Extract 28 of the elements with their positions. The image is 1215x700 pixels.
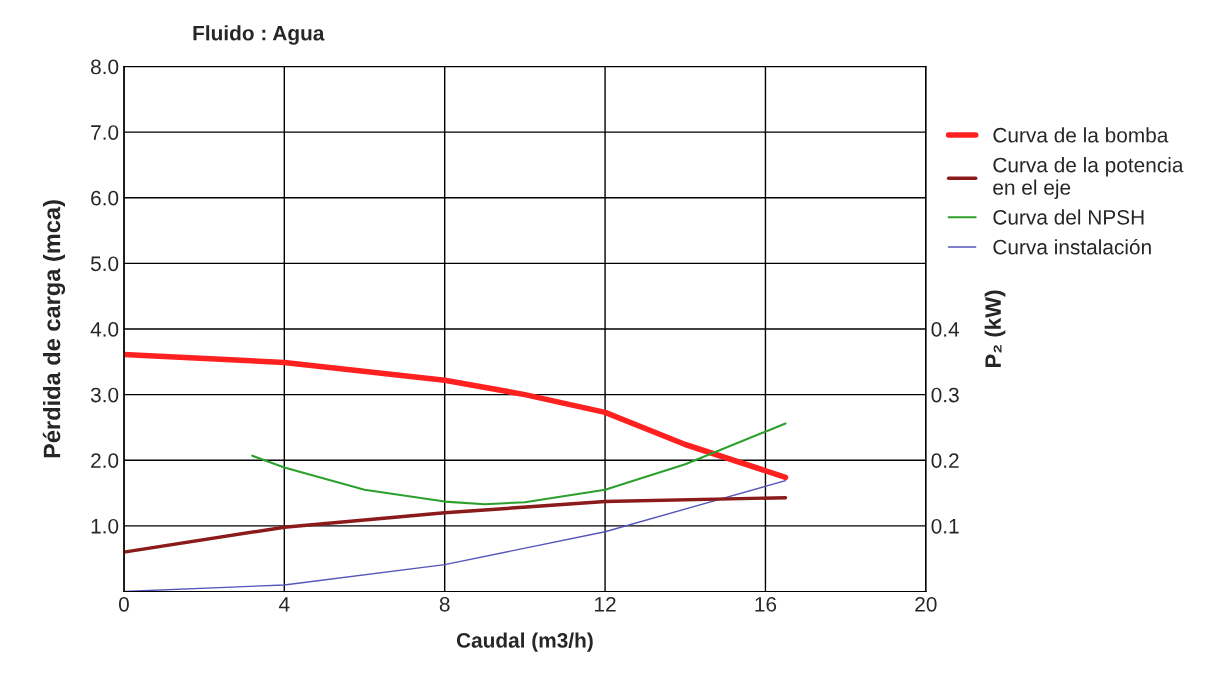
legend-label: Curva del NPSH xyxy=(993,209,1144,225)
line-series xyxy=(123,495,788,554)
y-tick-label: 8.0 xyxy=(91,59,119,75)
line-series xyxy=(251,422,787,506)
legend-label: Curva de la bomba xyxy=(993,127,1169,143)
y-tick-label: 1.0 xyxy=(91,518,119,534)
y2-tick-label: 0.4 xyxy=(931,322,960,337)
legend-label: Curva instalación xyxy=(993,238,1151,255)
y-tick-label: 6.0 xyxy=(91,190,119,206)
x-tick-label: 16 xyxy=(755,596,777,612)
y2-tick-label: 0.3 xyxy=(931,387,959,403)
chart-title: Fluido : Agua xyxy=(193,25,325,45)
x-tick-label: 8 xyxy=(439,596,450,612)
y2-tick-label: 0.1 xyxy=(931,518,959,534)
y2-tick-label: 0.2 xyxy=(931,453,959,468)
x-tick-label: 20 xyxy=(915,596,937,612)
y-tick-label: 2.0 xyxy=(91,453,119,468)
y-tick-label: 7.0 xyxy=(91,125,119,140)
x-tick-label: 4 xyxy=(279,597,290,612)
y-tick-label: 3.0 xyxy=(90,387,119,403)
y-axis-title: Pérdida de carga (mca) xyxy=(42,200,66,458)
y-tick-label: 5.0 xyxy=(90,256,119,272)
x-tick-label: 12 xyxy=(595,596,616,612)
y-tick-label: 4.0 xyxy=(90,322,119,337)
x-axis-title: Caudal (m3/h) xyxy=(456,632,593,652)
x-tick-label: 0 xyxy=(118,596,129,612)
legend-label: Curva de la potencia en el eje xyxy=(993,157,1184,199)
y2-axis-title: P₂ (kW) xyxy=(984,290,1006,368)
